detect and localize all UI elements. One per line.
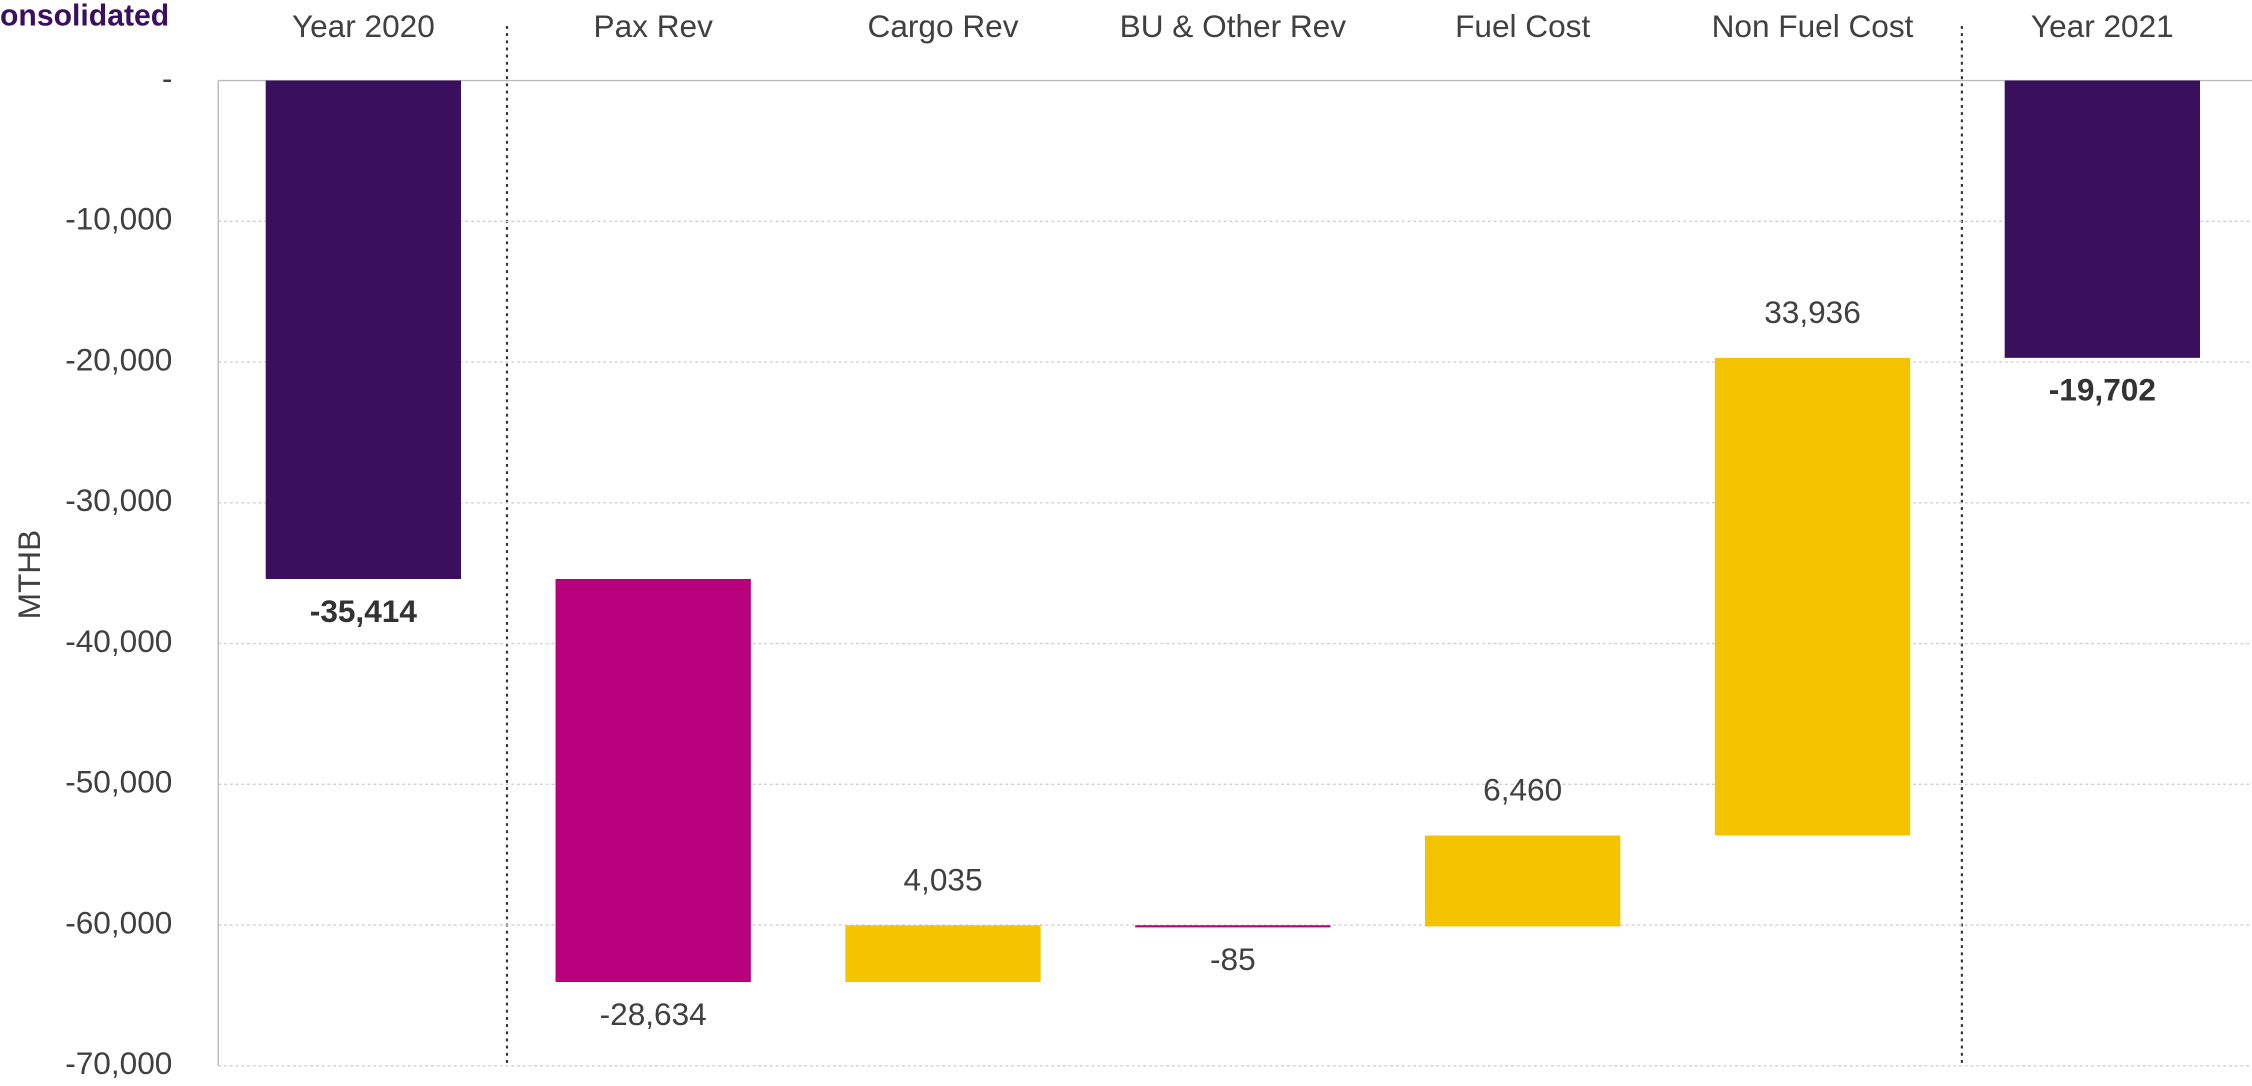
y-tick-label: -70,000 xyxy=(65,1045,172,1081)
x-tick-label: Year 2020 xyxy=(292,8,435,44)
y-axis-label: MTHB xyxy=(11,530,47,619)
bar xyxy=(1135,925,1331,928)
bar xyxy=(2004,80,2201,358)
bar xyxy=(1425,835,1621,927)
bar xyxy=(845,925,1041,983)
bar xyxy=(1714,357,1911,836)
chart-title: onsolidated xyxy=(0,0,169,32)
y-tick-label: -30,000 xyxy=(65,482,172,518)
data-label: 33,936 xyxy=(1764,294,1861,330)
y-tick-label: -60,000 xyxy=(65,904,172,940)
data-label: 6,460 xyxy=(1483,772,1562,808)
y-tick-label: -20,000 xyxy=(65,341,172,377)
x-tick-label: Cargo Rev xyxy=(868,8,1019,44)
x-tick-label: BU & Other Rev xyxy=(1120,8,1347,44)
data-label: 4,035 xyxy=(904,861,983,897)
bar xyxy=(265,80,462,579)
data-label: -85 xyxy=(1210,941,1256,977)
data-label: -19,702 xyxy=(2049,372,2156,408)
data-label: -28,634 xyxy=(600,996,707,1032)
x-tick-label: Non Fuel Cost xyxy=(1712,8,1914,44)
y-tick-label: - xyxy=(162,60,173,96)
y-tick-label: -10,000 xyxy=(65,201,172,237)
x-tick-label: Year 2021 xyxy=(2031,8,2174,44)
y-tick-label: -50,000 xyxy=(65,764,172,800)
x-tick-label: Fuel Cost xyxy=(1455,8,1590,44)
x-tick-label: Pax Rev xyxy=(594,8,714,44)
y-tick-label: -40,000 xyxy=(65,623,172,659)
bar xyxy=(555,578,751,983)
data-label: -35,414 xyxy=(310,593,418,629)
